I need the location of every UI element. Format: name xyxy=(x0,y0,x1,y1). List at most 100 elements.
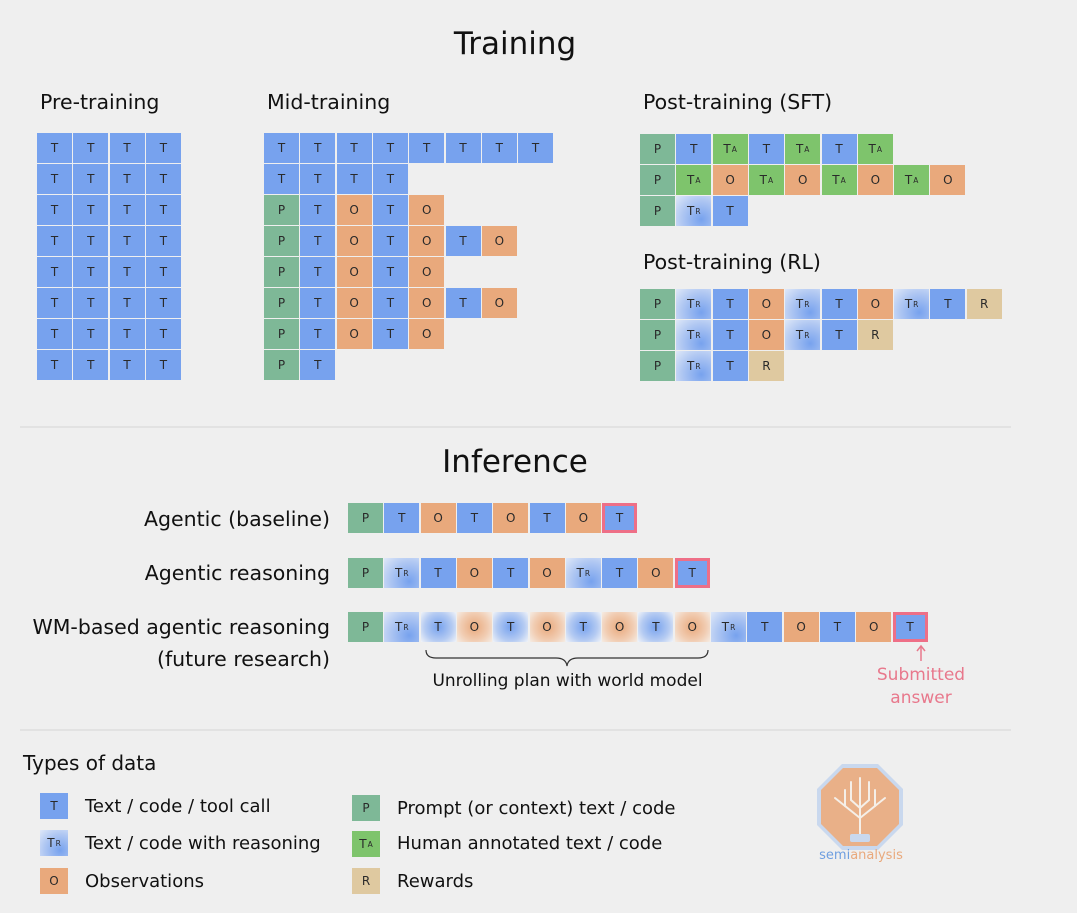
text-token: T xyxy=(73,164,109,194)
wm-agentic-sublabel: (future research) xyxy=(156,647,330,671)
observation-token: O xyxy=(409,257,445,287)
legend-observation-label: Observations xyxy=(85,871,204,892)
logo-text-semi: semi xyxy=(819,848,851,863)
post-training-sft-heading: Post-training (SFT) xyxy=(643,90,833,114)
text-token: T xyxy=(145,195,181,225)
prompt-token: P xyxy=(264,195,299,225)
prompt-token: P xyxy=(348,558,383,588)
text-token: T xyxy=(145,350,181,380)
text-token: T xyxy=(37,195,72,225)
submitted-label: Submitted xyxy=(876,665,966,685)
submitted-label-line2: answer xyxy=(890,688,952,708)
text-token: T xyxy=(445,226,481,256)
legend-annotated-label: Human annotated text / code xyxy=(397,833,663,854)
prompt-token: P xyxy=(640,196,675,226)
section-divider xyxy=(20,426,1011,428)
prompt-token: P xyxy=(640,134,675,164)
agentic-reasoning-label: Agentic reasoning xyxy=(144,561,330,585)
observation-token: O xyxy=(857,165,893,195)
prompt-token: P xyxy=(264,350,299,380)
text-token: T xyxy=(73,195,109,225)
observation-token: O xyxy=(409,288,445,318)
observation-token: O xyxy=(456,558,492,588)
observation-token: O xyxy=(456,612,492,642)
text-token: T xyxy=(372,288,408,318)
text-token: T xyxy=(37,226,72,256)
text-token: T xyxy=(336,133,372,163)
text-token: T xyxy=(819,612,855,642)
text-token: T xyxy=(300,319,336,349)
observation-token: O xyxy=(856,612,892,642)
post-training-rl-heading: Post-training (RL) xyxy=(643,250,821,274)
mid-training-heading: Mid-training xyxy=(267,90,391,114)
text-token: T xyxy=(300,164,336,194)
prompt-token: P xyxy=(640,351,675,381)
text-token: T xyxy=(456,503,492,533)
observation-token: O xyxy=(529,612,565,642)
text-token: T xyxy=(145,257,181,287)
text-token: T xyxy=(445,133,481,163)
text-token: T xyxy=(372,164,408,194)
reward-token: R xyxy=(857,320,893,350)
observation-token: O xyxy=(783,612,819,642)
text-token: T xyxy=(821,134,857,164)
observation-token: O xyxy=(481,288,517,318)
observation-token: O xyxy=(336,195,372,225)
text-token: T xyxy=(712,196,748,226)
observation-token: O xyxy=(748,289,784,319)
prompt-token: P xyxy=(640,320,675,350)
text-token: T xyxy=(300,288,336,318)
text-token: T xyxy=(930,289,966,319)
observation-token: O xyxy=(493,503,529,533)
reward-token: R xyxy=(966,289,1002,319)
text-token: T xyxy=(676,134,712,164)
legend-prompt-swatch: P xyxy=(352,795,380,821)
text-token: T xyxy=(384,503,420,533)
text-token: T xyxy=(73,350,109,380)
text-token: T xyxy=(37,319,72,349)
text-token: T xyxy=(372,257,408,287)
observation-token: O xyxy=(409,226,445,256)
text-token: T xyxy=(73,288,109,318)
observation-token: O xyxy=(565,503,601,533)
text-token: T xyxy=(372,319,408,349)
inference-title: Inference xyxy=(442,444,588,480)
legend-reward-swatch: R xyxy=(352,868,380,894)
text-token: T xyxy=(145,226,181,256)
text-token: T xyxy=(638,612,674,642)
text-token: T xyxy=(37,288,72,318)
text-token: T xyxy=(109,319,145,349)
prompt-token: P xyxy=(348,503,383,533)
wm-agentic-label: WM-based agentic reasoning xyxy=(32,615,330,639)
text-token: T xyxy=(336,164,372,194)
text-token: T xyxy=(109,257,145,287)
text-token: T xyxy=(493,612,529,642)
observation-token: O xyxy=(930,165,966,195)
plan-brace xyxy=(425,649,709,667)
text-token: T xyxy=(109,226,145,256)
semianalysis-logo: semianalysis xyxy=(815,762,905,863)
prompt-token: P xyxy=(264,257,299,287)
text-token: T xyxy=(821,289,857,319)
observation-token: O xyxy=(336,319,372,349)
text-token: T xyxy=(420,612,456,642)
text-token: T xyxy=(300,195,336,225)
section-divider-2 xyxy=(20,729,1011,731)
legend-prompt-label: Prompt (or context) text / code xyxy=(397,798,676,819)
text-token: T xyxy=(264,164,299,194)
text-token: T xyxy=(602,558,638,588)
observation-token: O xyxy=(674,612,710,642)
prompt-token: P xyxy=(264,319,299,349)
text-token: T xyxy=(518,133,554,163)
